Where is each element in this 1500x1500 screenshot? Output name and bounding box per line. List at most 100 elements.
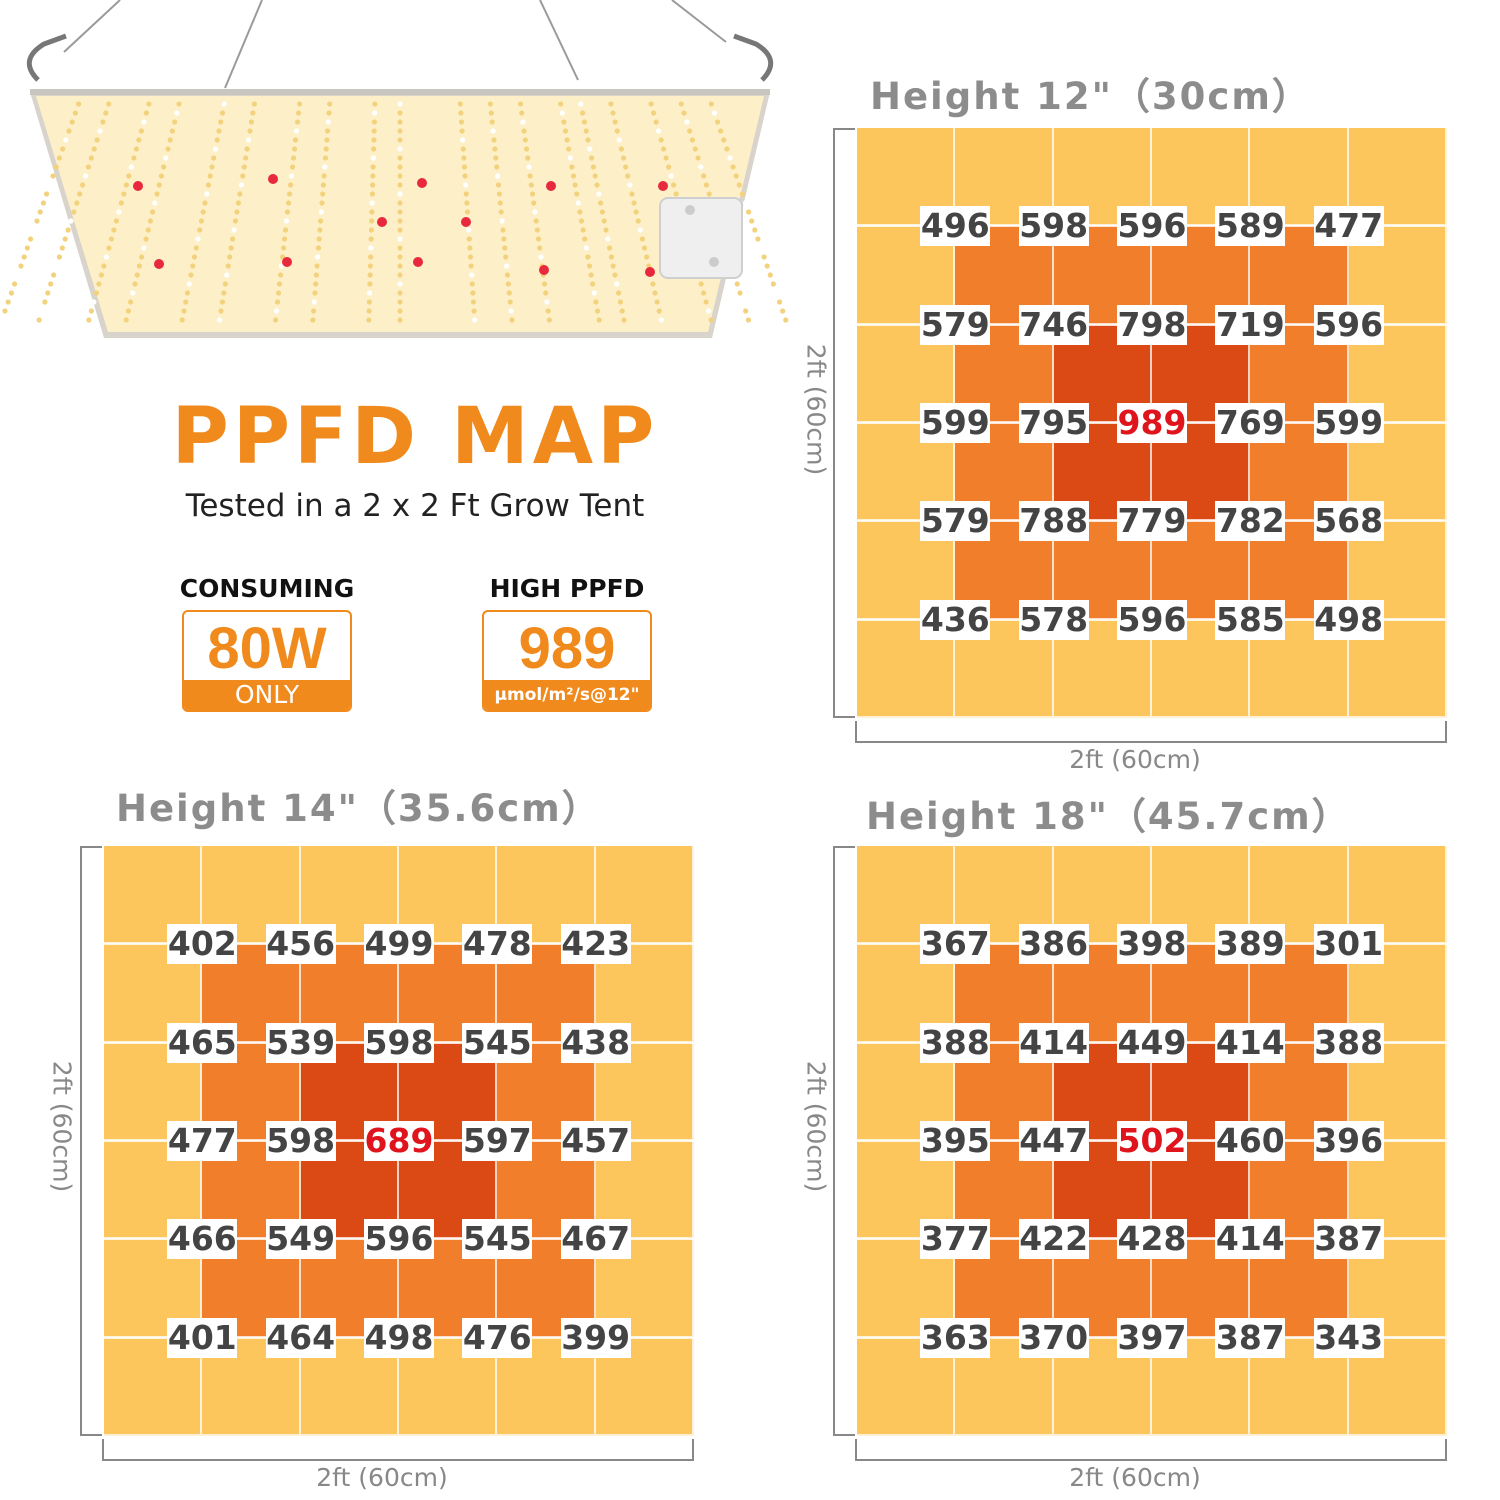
led-dot <box>91 146 97 152</box>
led-dot <box>461 155 467 161</box>
led-dot <box>397 218 403 224</box>
led-dot <box>327 101 333 107</box>
ppfd-value-label: 499 <box>364 924 434 965</box>
led-dot <box>397 254 403 260</box>
red-led-dot <box>417 178 427 188</box>
red-led-dot <box>268 174 278 184</box>
led-dot <box>88 308 94 314</box>
led-dot <box>232 218 239 224</box>
led-dot <box>620 155 627 161</box>
led-dot <box>174 110 180 116</box>
led-dot <box>783 317 789 323</box>
panel-12-heatmap: 496 598 596 589 477 579 746 798 719 596 599 795 989 7… <box>857 128 1447 718</box>
led-dot <box>593 299 599 305</box>
led-dot <box>190 263 196 269</box>
led-dot <box>663 155 669 161</box>
led-dot <box>152 200 158 206</box>
led-dot <box>575 200 581 206</box>
ppfd-value-label: 457 <box>560 1121 631 1161</box>
led-dot <box>37 209 43 215</box>
led-dot <box>397 164 403 170</box>
led-dot <box>583 128 589 134</box>
led-dot <box>128 299 134 305</box>
led-dot <box>526 164 532 170</box>
led-dot <box>616 137 622 143</box>
ppfd-value-label: 598 <box>265 1121 336 1161</box>
panel-18-y-axis <box>833 846 855 1436</box>
led-dot <box>587 146 593 152</box>
panel-14-ylabel: 2ft (60cm) <box>47 1060 77 1193</box>
led-dot <box>509 317 515 323</box>
led-dot <box>654 299 660 305</box>
led-dot <box>292 137 299 143</box>
led-dot <box>165 146 171 152</box>
ppfd-value-label: 428 <box>1117 1219 1187 1260</box>
led-dot <box>326 110 332 116</box>
led-dot <box>251 101 257 107</box>
panel-12-ylabel: 2ft (60cm) <box>801 343 831 476</box>
ppfd-value-label: 498 <box>1313 599 1384 640</box>
red-led-dot <box>658 181 668 191</box>
panel-18-x-axis <box>855 1439 1447 1461</box>
consuming-value: 80W <box>207 616 327 681</box>
panel-14-heatmap: 402 456 499 478 423 465 539 598 545 438 477 598 689 5… <box>104 846 694 1436</box>
led-dot <box>250 110 256 116</box>
led-dot <box>320 191 326 197</box>
led-dot <box>368 227 374 233</box>
ppfd-value-label: 414 <box>1215 1022 1286 1063</box>
led-dot <box>506 290 512 296</box>
led-dot <box>45 290 51 296</box>
led-dot <box>460 137 466 143</box>
led-dot <box>658 137 664 143</box>
led-dot <box>294 119 301 125</box>
led-dot <box>134 272 140 278</box>
panel-14-title: Height 14"（35.6cm） <box>116 787 601 830</box>
led-dot <box>501 236 507 242</box>
led-dot <box>146 101 152 107</box>
led-dot <box>0 317 5 323</box>
page-subtitle: Tested in a 2 x 2 Ft Grow Tent <box>185 488 645 524</box>
heatmap-cell <box>104 846 203 945</box>
led-dot <box>218 119 224 125</box>
led-dot <box>495 173 501 179</box>
led-dot <box>372 110 378 116</box>
high-ppfd-label: HIGH PPFD <box>489 574 645 603</box>
led-dot <box>321 173 327 179</box>
ppfd-value-label: 769 <box>1215 403 1286 443</box>
led-dot <box>143 236 149 242</box>
led-dot <box>525 155 531 161</box>
ppfd-value-label: 456 <box>265 924 336 965</box>
led-dot <box>227 254 233 260</box>
led-dot <box>96 281 102 287</box>
led-dot <box>625 173 631 179</box>
led-dot <box>708 317 714 323</box>
led-dot <box>219 110 226 116</box>
led-dot <box>368 236 374 242</box>
ppfd-value-label: 476 <box>462 1317 533 1358</box>
led-dot <box>161 164 167 170</box>
led-dot <box>572 182 578 188</box>
led-dot <box>502 245 508 251</box>
led-dot <box>610 263 616 269</box>
led-dot <box>678 101 684 107</box>
led-dot <box>397 146 403 152</box>
led-dot <box>496 191 502 197</box>
led-dot <box>48 281 54 287</box>
led-dot <box>371 119 377 125</box>
led-dot <box>507 299 513 305</box>
led-dot <box>158 173 165 179</box>
led-dot <box>176 101 182 107</box>
led-dot <box>207 173 213 179</box>
led-dot <box>592 173 598 179</box>
ppfd-value-label: 447 <box>1018 1121 1089 1161</box>
led-dot <box>123 317 129 323</box>
ppfd-value-label: 301 <box>1313 924 1384 965</box>
led-dot <box>499 218 505 224</box>
peak-value-label: 689 <box>364 1121 434 1161</box>
led-dot <box>315 254 321 260</box>
led-dot <box>241 164 247 170</box>
led-dot <box>184 290 191 296</box>
led-dot <box>150 209 156 215</box>
led-dot <box>367 281 373 287</box>
led-dot <box>91 299 97 305</box>
